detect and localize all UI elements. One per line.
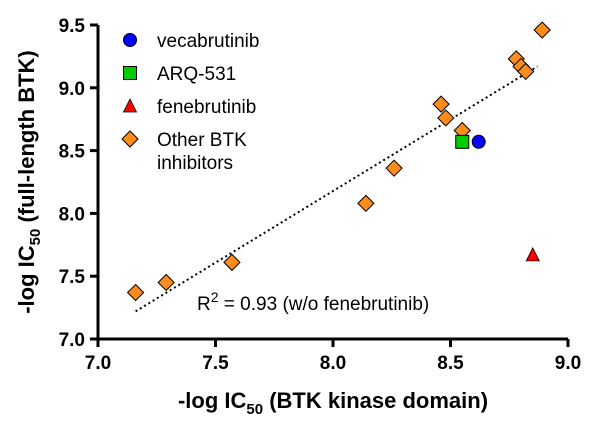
y-axis-label-pre: -log IC bbox=[14, 245, 39, 314]
legend-label: vecabrutinib bbox=[157, 31, 259, 52]
r-squared-pre: R bbox=[197, 294, 211, 315]
data-point-diamond bbox=[157, 273, 175, 292]
x-axis-label-sub: 50 bbox=[246, 401, 263, 418]
legend-label: Other BTK bbox=[157, 130, 247, 151]
data-point-diamond bbox=[516, 62, 535, 81]
data-point-diamond bbox=[385, 159, 403, 177]
data-point-circle bbox=[471, 134, 486, 149]
x-tick-label: 8.0 bbox=[320, 353, 346, 374]
x-axis-label-post: (BTK kinase domain) bbox=[263, 388, 488, 413]
legend-label: ARQ-531 bbox=[157, 64, 236, 85]
data-point-triangle bbox=[525, 246, 540, 262]
data-point-diamond bbox=[357, 194, 375, 213]
legend-marker-diamond bbox=[121, 130, 139, 148]
data-point-diamond bbox=[126, 283, 145, 302]
legend-marker-square bbox=[123, 66, 137, 80]
y-axis-label-post: (full-length BTK) bbox=[14, 50, 39, 228]
x-tick-label: 7.0 bbox=[85, 353, 111, 374]
x-tick-label: 8.5 bbox=[437, 353, 464, 374]
data-point-square bbox=[455, 134, 470, 149]
y-tick-label: 8.5 bbox=[59, 142, 86, 163]
legend-marker-circle bbox=[123, 33, 137, 47]
y-tick-label: 8.0 bbox=[59, 204, 85, 225]
y-tick-label: 7.0 bbox=[59, 330, 85, 351]
x-axis-label-pre: -log IC bbox=[178, 388, 247, 413]
data-point-diamond bbox=[437, 109, 455, 127]
x-tick-label: 9.0 bbox=[555, 353, 581, 374]
y-tick-label: 9.0 bbox=[59, 79, 85, 100]
data-point-diamond bbox=[432, 95, 450, 113]
trendline bbox=[135, 65, 538, 313]
x-tick-label: 7.5 bbox=[202, 353, 229, 374]
y-tick-label: 9.5 bbox=[59, 16, 86, 37]
y-tick-label: 7.5 bbox=[59, 267, 86, 288]
legend-label: inhibitors bbox=[157, 153, 233, 174]
y-axis-label: -log IC50 (full-length BTK) bbox=[14, 50, 44, 314]
r-squared-annotation: R2 = 0.93 (w/o fenebrutinib) bbox=[197, 289, 429, 315]
data-point-diamond bbox=[223, 253, 241, 272]
y-axis-label-sub: 50 bbox=[27, 229, 44, 246]
data-point-diamond bbox=[533, 21, 551, 39]
r-squared-sup: 2 bbox=[211, 289, 219, 305]
legend-label: fenebrutinib bbox=[157, 97, 256, 118]
legend-marker-triangle bbox=[122, 98, 138, 113]
x-axis-label: -log IC50 (BTK kinase domain) bbox=[178, 388, 488, 418]
r-squared-post: = 0.93 (w/o fenebrutinib) bbox=[219, 294, 430, 315]
